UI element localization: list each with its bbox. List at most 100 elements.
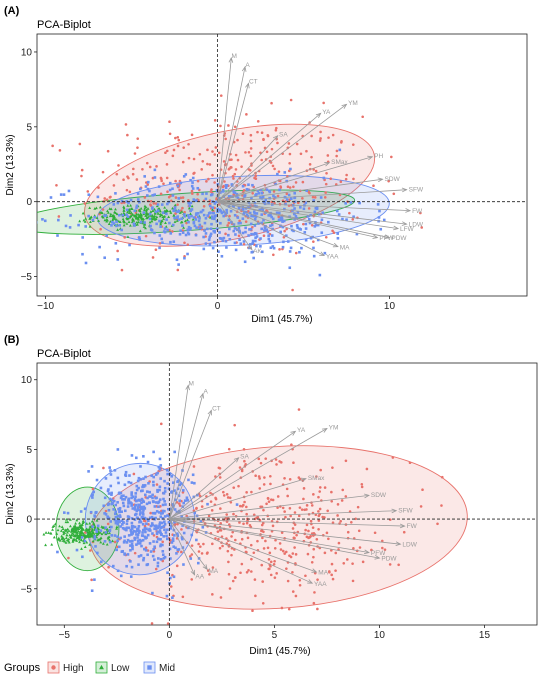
point-mid: [96, 524, 100, 528]
point-low: [143, 204, 147, 208]
point-low: [108, 538, 111, 542]
point-low: [173, 203, 177, 207]
point-mid: [187, 478, 190, 482]
arrow-head: [332, 242, 339, 248]
point-mid: [204, 242, 208, 245]
point-mid: [49, 196, 53, 199]
point-high: [233, 423, 236, 427]
point-low: [65, 533, 69, 537]
point-high: [301, 180, 305, 184]
point-high: [272, 253, 275, 257]
point-high: [256, 120, 260, 123]
point-high: [219, 94, 223, 97]
loading-label-a: A: [203, 389, 208, 396]
point-mid: [136, 536, 139, 539]
point-mid: [194, 233, 198, 237]
point-low: [128, 215, 132, 219]
point-high: [274, 538, 277, 542]
point-mid: [187, 220, 190, 224]
point-high: [207, 514, 211, 518]
point-high: [149, 204, 153, 207]
point-high: [234, 168, 238, 171]
point-mid: [252, 214, 256, 218]
point-mid: [130, 493, 133, 496]
point-mid: [103, 496, 107, 500]
point-low: [105, 542, 109, 546]
point-mid: [176, 215, 179, 218]
point-high: [329, 177, 333, 181]
point-mid: [284, 202, 287, 206]
point-high: [229, 500, 233, 504]
point-mid: [204, 217, 208, 220]
loading-arrow-pfw: [217, 201, 378, 239]
point-mid: [259, 196, 262, 199]
point-mid: [283, 207, 286, 211]
point-low: [122, 211, 126, 215]
point-mid: [161, 553, 165, 557]
point-low: [90, 519, 94, 523]
point-high: [192, 172, 195, 175]
point-high: [312, 547, 316, 551]
point-mid: [124, 495, 128, 499]
point-high: [331, 521, 335, 525]
point-mid: [139, 511, 142, 514]
point-high: [219, 507, 222, 510]
point-mid: [335, 209, 339, 213]
point-high: [270, 147, 274, 151]
point-high: [219, 529, 223, 532]
point-mid: [189, 227, 192, 230]
point-mid: [261, 208, 265, 212]
point-mid: [150, 474, 153, 477]
point-high: [291, 590, 295, 593]
point-high: [279, 548, 283, 551]
legend-marker-low: [99, 664, 104, 670]
point-low: [150, 213, 154, 217]
point-high: [220, 535, 224, 538]
point-low: [66, 527, 70, 531]
point-mid: [168, 547, 172, 551]
point-high: [269, 560, 273, 564]
point-mid: [138, 538, 142, 542]
point-mid: [154, 473, 158, 476]
point-mid: [250, 196, 253, 200]
point-mid: [137, 236, 141, 239]
point-high: [272, 190, 276, 193]
point-high: [204, 235, 207, 238]
point-high: [197, 550, 201, 553]
point-low: [150, 219, 154, 223]
point-high: [238, 219, 241, 223]
point-mid: [191, 187, 195, 190]
point-mid: [93, 514, 96, 517]
point-low: [164, 221, 167, 224]
point-mid: [145, 522, 148, 526]
point-low: [189, 212, 192, 215]
point-high: [214, 475, 217, 478]
point-high: [211, 593, 214, 596]
point-high: [201, 160, 205, 163]
point-high: [264, 158, 268, 161]
point-mid: [43, 219, 47, 223]
point-low: [68, 518, 72, 521]
point-low: [70, 527, 74, 531]
point-high: [162, 182, 165, 186]
point-high: [330, 490, 333, 494]
point-high: [342, 561, 346, 565]
point-high: [247, 569, 250, 572]
point-mid: [273, 196, 277, 199]
point-mid: [293, 212, 296, 215]
point-high: [244, 463, 247, 466]
point-mid: [180, 536, 184, 539]
point-high: [196, 179, 200, 183]
point-mid: [188, 204, 192, 208]
loading-label-pfw: PFW: [371, 550, 386, 557]
point-mid: [160, 237, 164, 241]
point-high: [327, 537, 330, 541]
point-high: [262, 138, 265, 142]
point-mid: [83, 507, 87, 511]
point-high: [231, 174, 235, 178]
point-high: [131, 172, 135, 176]
point-mid: [127, 499, 130, 502]
point-high: [397, 563, 400, 567]
point-mid: [83, 539, 87, 543]
point-high: [202, 542, 205, 546]
